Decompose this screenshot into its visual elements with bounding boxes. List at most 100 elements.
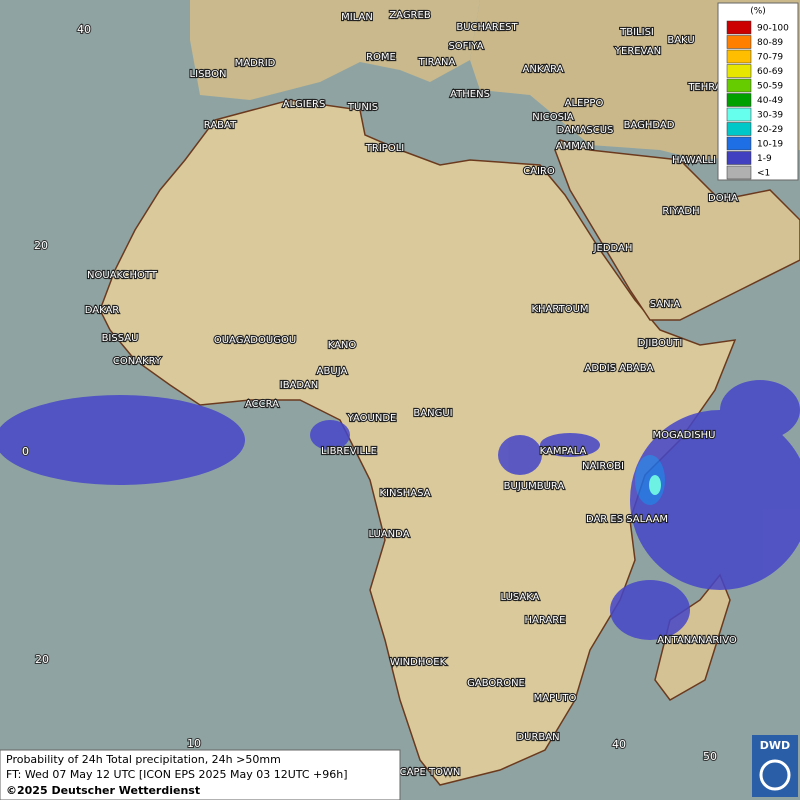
city-label: DURBAN	[516, 732, 559, 743]
city-labels: MILAN ZAGREB BUCHAREST SOFIYA ROME TIRANA MADR…	[84, 9, 740, 779]
city-label: MAPUTO	[534, 693, 577, 704]
grid-label: 10	[187, 737, 201, 750]
city-label: SAN'A	[650, 299, 681, 310]
legend-label: 50-59	[757, 82, 783, 92]
grid-labels: 40 20 0 20 10 40 50	[21, 22, 718, 764]
city-label: ALEPPO	[565, 98, 604, 109]
city-label: TUNIS	[347, 102, 378, 113]
legend-label: 10-19	[757, 140, 783, 150]
legend-label: 30-39	[757, 111, 783, 121]
city-label: BANGUI	[413, 408, 452, 419]
legend-swatch	[726, 64, 752, 78]
city-label: SOFIYA	[448, 41, 483, 52]
legend: (%) 90-100 80-89 70-79 60-69 50-59 40-49 30-39…	[717, 2, 799, 181]
city-label: KHARTOUM	[531, 304, 588, 315]
logo-text: DWD	[760, 739, 790, 752]
logo: DWD	[752, 735, 798, 797]
city-label: NAIROBI	[582, 461, 624, 472]
city-label: BAKU	[667, 35, 694, 46]
city-label: WINDHOEK	[390, 657, 447, 668]
city-label: ACCRA	[245, 399, 279, 410]
city-label: MOGADISHU	[653, 430, 716, 441]
city-label: GABORONE	[467, 678, 525, 689]
africa	[99, 99, 737, 786]
grid-label: 40	[612, 738, 626, 751]
city-label: NOUAKCHOTT	[87, 270, 158, 281]
city-label: ANTANANARIVO	[657, 635, 737, 646]
arabia	[554, 139, 800, 321]
city-label: ADDIS ABABA	[585, 363, 654, 374]
city-label: ANKARA	[523, 64, 564, 75]
city-label: DAKAR	[85, 305, 120, 316]
city-label: TEHRA	[687, 82, 721, 93]
city-label: MILAN	[341, 12, 373, 23]
city-label: BUJUMBURA	[504, 481, 565, 492]
legend-label: 60-69	[757, 67, 783, 77]
footer-line: FT: Wed 07 May 12 UTC [ICON EPS 2025 May…	[6, 768, 348, 781]
legend-swatch	[726, 136, 752, 151]
city-label: DOHA	[708, 193, 738, 204]
city-label: DAMASCUS	[557, 125, 614, 136]
legend-title: (%)	[750, 7, 766, 17]
city-label: JEDDAH	[593, 243, 633, 254]
legend-label: <1	[757, 169, 770, 179]
legend-label: 70-79	[757, 53, 783, 63]
city-label: HAWALLI	[672, 155, 716, 166]
europe	[190, 0, 480, 100]
city-label: KAMPALA	[540, 446, 587, 457]
city-label: LIBREVILLE	[321, 446, 377, 457]
legend-swatch	[726, 93, 752, 107]
city-label: KINSHASA	[379, 488, 430, 499]
city-label: TIRANA	[418, 57, 456, 68]
city-label: LISBON	[190, 69, 227, 80]
legend-label: 80-89	[757, 38, 783, 48]
city-label: YEREVAN	[614, 46, 661, 57]
city-label: NICOSIA	[532, 112, 574, 123]
city-label: ALGIERS	[283, 99, 326, 110]
footer: Probability of 24h Total precipitation, …	[0, 749, 401, 800]
city-label: CONAKRY	[113, 356, 162, 367]
footer-line: ©2025 Deutscher Wetterdienst	[6, 784, 200, 797]
city-label: BAGHDAD	[624, 120, 675, 131]
legend-swatch	[726, 35, 752, 49]
legend-swatch	[726, 151, 752, 165]
city-label: ABUJA	[317, 366, 348, 377]
city-label: TRIPOLI	[365, 143, 404, 154]
city-label: DJIBOUTI	[638, 338, 683, 349]
city-label: ZAGREB	[389, 10, 431, 21]
grid-label: 20	[34, 239, 48, 252]
city-label: RABAT	[204, 120, 237, 131]
city-label: AMMAN	[556, 141, 594, 152]
legend-items: 90-100 80-89 70-79 60-69 50-59 40-49 30-39 20-2…	[726, 20, 789, 180]
city-label: RIYADH	[662, 206, 699, 217]
legend-swatch	[726, 78, 752, 93]
city-label: CAIRO	[523, 166, 555, 177]
legend-swatch	[726, 49, 752, 64]
grid-label: 20	[35, 653, 49, 666]
city-label: BUCHAREST	[456, 22, 518, 33]
grid-label: 50	[703, 750, 717, 763]
city-label: CAPE TOWN	[400, 767, 461, 778]
city-label: ROME	[366, 52, 396, 63]
city-label: BISSAU	[102, 333, 139, 344]
legend-label: 90-100	[757, 24, 789, 34]
legend-swatch	[726, 165, 752, 180]
city-label: OUAGADOUGOU	[214, 335, 296, 346]
city-label: KANO	[328, 340, 357, 351]
city-label: HARARE	[524, 615, 565, 626]
city-label: YAOUNDE	[347, 413, 397, 424]
legend-swatch	[726, 20, 752, 35]
precipitation	[0, 380, 800, 640]
city-label: ATHENS	[450, 89, 490, 100]
legend-label: 40-49	[757, 96, 783, 106]
city-label: LUSAKA	[501, 592, 540, 603]
legend-swatch	[726, 107, 752, 122]
city-label: MADRID	[235, 58, 276, 69]
footer-line: Probability of 24h Total precipitation, …	[6, 753, 281, 766]
city-label: DAR ES SALAAM	[586, 514, 668, 525]
legend-label: 1-9	[757, 154, 772, 164]
city-label: TBILISI	[619, 27, 654, 38]
legend-label: 20-29	[757, 125, 783, 135]
